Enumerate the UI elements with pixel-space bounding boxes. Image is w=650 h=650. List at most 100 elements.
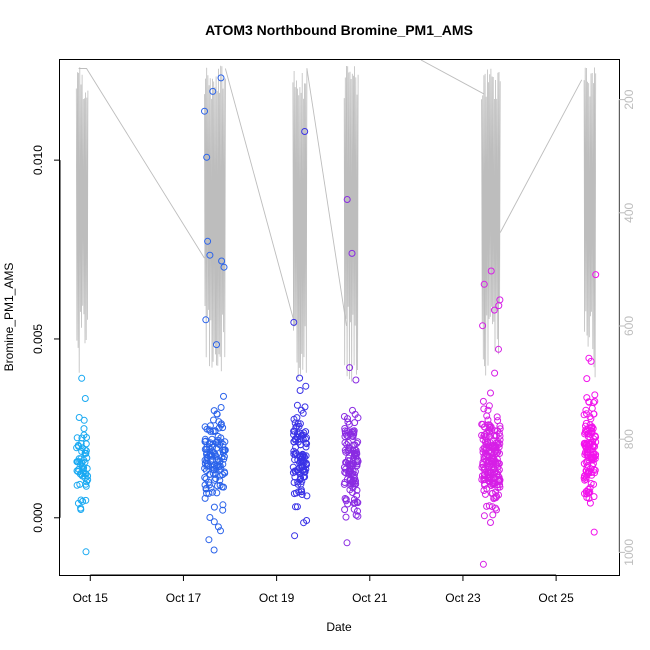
data-point [201,435,209,443]
data-point [487,482,495,489]
data-point [580,411,588,419]
data-point [341,446,349,454]
data-point [479,322,487,330]
data-point [80,416,88,424]
data-point [212,463,220,471]
data-point [343,431,351,439]
data-point [588,423,596,431]
data-point [478,431,486,439]
altitude-track-segment [420,60,485,95]
y2-tick-label: 200 [622,89,636,109]
data-point [344,457,352,465]
data-point [81,446,89,454]
data-point [346,468,354,476]
x-tick-label: Oct 25 [538,591,574,605]
data-point [296,374,304,382]
y-tick-label: 0.000 [31,502,45,532]
data-point [294,456,302,464]
data-point [495,476,503,484]
data-point [481,438,489,446]
data-point [494,472,502,480]
data-point [582,406,590,414]
plot-frame [59,59,620,576]
data-point [588,439,595,447]
data-point [496,425,504,433]
data-point [212,470,219,478]
x-tick-label: Oct 17 [166,591,202,605]
x-axis: Oct 15 Oct 17 Oct 19 Oct 21 Oct 23 Oct 25 [73,574,574,605]
data-point [214,436,222,444]
data-point [340,480,348,488]
data-point [79,497,87,505]
data-point [202,316,210,324]
data-point [73,458,81,466]
data-point [297,429,305,437]
data-point [206,514,214,521]
y-tick-label: 0.010 [31,145,45,175]
data-point [590,493,598,501]
data-point [301,403,309,411]
altitude-track-segment [224,68,296,327]
data-point [201,481,209,489]
data-point [584,489,592,497]
data-point [581,490,588,498]
data-point [588,404,596,412]
data-point [216,462,224,470]
data-point [583,450,591,458]
altitude-track-group [75,60,597,382]
data-point [301,453,309,461]
data-point [345,444,353,452]
y2-tick-label: 800 [622,429,636,449]
data-point [210,503,218,511]
data-point [78,472,86,480]
data-point [206,251,214,259]
data-point [292,443,300,451]
data-point [212,456,220,464]
data-point [587,469,595,476]
data-point [350,505,358,513]
data-point [489,511,497,519]
data-point [209,488,216,496]
data-point [583,375,591,383]
data-point [580,460,588,468]
data-point [349,433,357,441]
data-point [342,513,350,521]
data-point [219,506,227,514]
data-point [201,445,209,453]
data-point [206,422,214,430]
data-point [344,439,352,446]
data-point [203,153,211,161]
data-point [210,546,218,554]
data-point [492,448,500,455]
data-point [584,461,592,469]
data-point [344,460,352,468]
data-point [351,410,359,418]
data-point [481,490,489,498]
data-point [585,354,593,362]
data-point [479,458,487,466]
plot-area [73,60,600,568]
data-point [584,486,592,493]
data-point [298,462,306,470]
data-point [591,466,599,474]
data-point [80,425,88,433]
data-point [203,453,211,461]
data-point [209,87,217,95]
data-point [589,443,597,451]
data-point [216,481,224,489]
data-point [296,387,304,394]
data-point [208,461,216,469]
data-point [480,280,488,288]
data-point [344,500,352,508]
data-point [291,435,299,443]
data-point [82,496,90,504]
data-point [494,417,502,425]
y-axis-title: Bromine_PM1_AMS [2,263,16,372]
data-point [213,489,221,497]
data-point [347,479,355,487]
data-point [82,482,90,490]
altitude-profile-trace [75,67,89,373]
data-point [78,374,86,382]
data-point [211,476,219,484]
data-point [213,410,221,418]
